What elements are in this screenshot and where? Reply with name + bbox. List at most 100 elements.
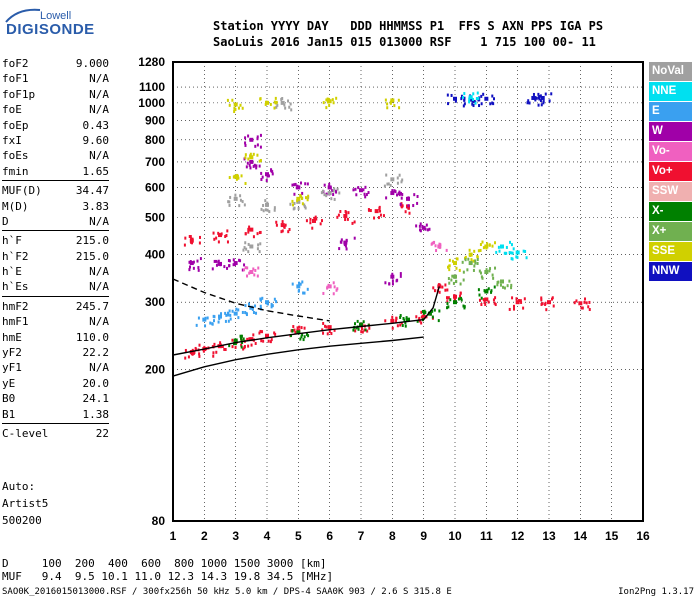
echo-dot: [448, 258, 451, 262]
echo-dot: [476, 258, 479, 262]
echo-dot: [435, 249, 438, 253]
echo-dot: [479, 243, 482, 247]
echo-dot: [518, 299, 521, 303]
echo-dot: [433, 240, 436, 244]
echo-dot: [406, 318, 409, 322]
echo-dot: [213, 259, 216, 263]
echo-dot: [539, 99, 542, 103]
echo-dot: [241, 310, 244, 314]
echo-dot: [399, 202, 402, 206]
echo-dot: [311, 226, 314, 230]
echo-dot: [339, 210, 342, 214]
echo-dot: [243, 268, 246, 272]
echo-dot: [256, 153, 259, 157]
echo-dot: [227, 200, 230, 204]
echo-dot: [446, 296, 449, 300]
echo-dot: [389, 183, 392, 187]
echo-dot: [431, 315, 434, 319]
echo-dot: [227, 311, 230, 315]
echo-dot: [264, 208, 267, 212]
echo-dot: [471, 97, 474, 101]
param-name: foF1p: [2, 87, 36, 101]
echo-dot: [537, 103, 540, 107]
echo-dot: [291, 329, 294, 333]
echo-dot: [204, 316, 207, 320]
echo-dot: [198, 241, 201, 245]
echo-dot: [259, 304, 262, 308]
echo-dot: [394, 190, 397, 194]
echo-dot: [333, 328, 336, 332]
echo-dot: [192, 351, 195, 355]
echo-dot: [463, 96, 466, 100]
echo-dot: [581, 306, 584, 310]
echo-dot: [307, 334, 310, 338]
echo-dot: [453, 294, 456, 298]
echo-dot: [483, 289, 486, 293]
echo-dot: [482, 246, 485, 250]
echo-dot: [416, 201, 419, 205]
echo-dot: [494, 241, 497, 245]
muf-row: MUF 9.4 9.5 10.1 11.0 12.3 14.3 19.8 34.…: [2, 570, 334, 583]
echo-dot: [552, 304, 555, 308]
echo-dot: [395, 319, 398, 323]
echo-dot: [485, 268, 488, 272]
echo-dot: [333, 187, 336, 191]
echo-dot: [270, 302, 273, 306]
echo-dot: [392, 99, 395, 103]
echo-dot: [189, 265, 192, 269]
data-point: [249, 337, 254, 342]
echo-dot: [303, 291, 306, 295]
data-point: [578, 301, 583, 306]
echo-dot: [326, 332, 329, 336]
echo-dot: [229, 317, 232, 321]
echo-dot: [224, 234, 227, 238]
echo-dot: [476, 262, 479, 266]
echo-dot: [357, 186, 360, 190]
x-tick-label: 10: [448, 529, 462, 543]
echo-dot: [455, 266, 458, 270]
echo-dot: [231, 98, 234, 102]
echo-dot: [466, 268, 469, 272]
echo-dot: [294, 182, 297, 186]
param-row: hmE 110.0: [2, 330, 109, 345]
echo-dot: [270, 338, 273, 342]
echo-dot: [495, 250, 498, 254]
echo-dot: [246, 337, 249, 341]
echo-dot: [224, 311, 227, 315]
param-value: 22: [95, 426, 109, 440]
echo-dot: [239, 198, 242, 202]
echo-dot: [259, 230, 262, 234]
echo-dot: [328, 330, 331, 334]
echo-dot: [258, 159, 261, 163]
echo-dot: [418, 319, 421, 323]
echo-dot: [218, 317, 221, 321]
x-tick-label: 7: [358, 529, 365, 543]
echo-dot: [291, 183, 294, 187]
echo-dot: [404, 210, 407, 214]
param-name: D: [2, 214, 9, 228]
echo-dot: [192, 260, 195, 264]
echo-dot: [398, 106, 401, 110]
echo-dot: [239, 334, 242, 338]
echo-dot: [460, 296, 463, 300]
data-point: [249, 270, 254, 275]
header-line-2: SaoLuis 2016 Jan15 015 013000 RSF 1 715 …: [213, 35, 596, 49]
echo-dot: [226, 229, 229, 233]
echo-dot: [438, 309, 441, 313]
echo-dot: [585, 301, 588, 305]
echo-dot: [249, 154, 252, 158]
echo-dot: [219, 343, 222, 347]
echo-dot: [353, 322, 356, 326]
echo-dot: [256, 274, 259, 278]
echo-dot: [264, 102, 267, 106]
echo-dot: [459, 291, 462, 295]
echo-dot: [299, 181, 302, 185]
echo-dot: [260, 207, 263, 211]
echo-dot: [275, 100, 278, 104]
echo-dot: [224, 348, 227, 352]
echo-dot: [247, 242, 250, 246]
echo-dot: [283, 225, 286, 229]
echo-dot: [299, 193, 302, 197]
echo-dot: [227, 319, 230, 323]
param-name: yF1: [2, 361, 22, 375]
